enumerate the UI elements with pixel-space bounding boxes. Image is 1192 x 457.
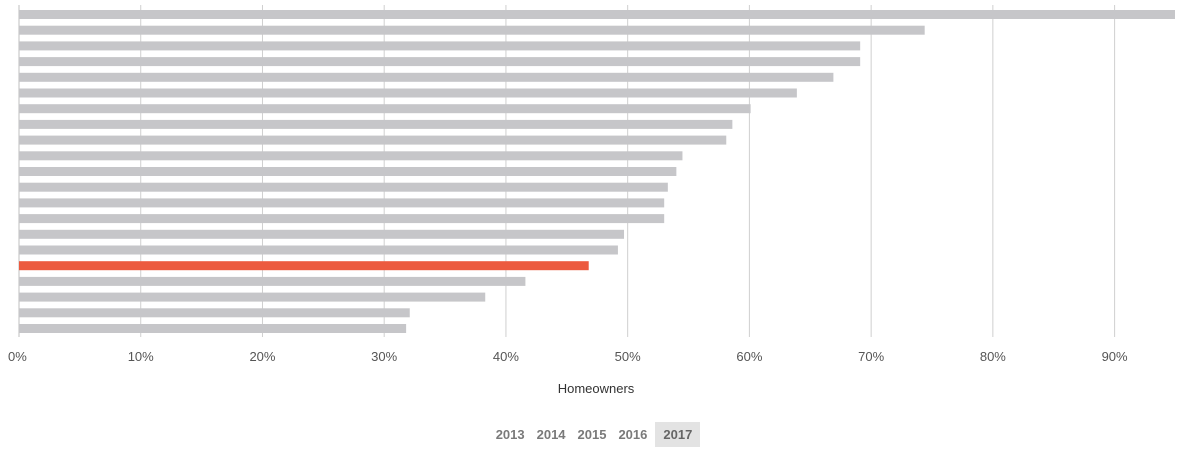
x-tick-label: 10% — [128, 349, 154, 364]
bar[interactable] — [19, 308, 410, 318]
bar[interactable] — [19, 198, 665, 208]
bar[interactable] — [19, 72, 834, 82]
bar[interactable] — [19, 135, 727, 145]
year-button-2013[interactable]: 2013 — [495, 427, 525, 442]
bar-highlighted[interactable] — [19, 261, 589, 271]
bar[interactable] — [19, 182, 668, 192]
bar[interactable] — [19, 167, 677, 176]
x-tick-label: 70% — [858, 349, 884, 364]
bar[interactable] — [19, 41, 861, 51]
x-tick-label: 50% — [615, 349, 641, 364]
year-button-2015[interactable]: 2015 — [577, 427, 607, 442]
bar[interactable] — [19, 214, 665, 224]
year-button-2017[interactable]: 2017 — [655, 422, 701, 447]
year-button-2014[interactable]: 2014 — [536, 427, 566, 442]
bar[interactable] — [19, 25, 925, 35]
bar[interactable] — [19, 276, 526, 286]
bar[interactable] — [19, 104, 751, 114]
x-axis-ticks: 0% 10% 20% 30% 40% 50% 60% 70% 80% 90% — [8, 349, 1128, 364]
x-tick-label: 30% — [371, 349, 397, 364]
bar[interactable] — [19, 119, 733, 129]
bar[interactable] — [19, 324, 407, 333]
bar[interactable] — [19, 88, 797, 98]
x-tick-label: 90% — [1102, 349, 1128, 364]
bars — [19, 10, 1175, 333]
bar[interactable] — [19, 151, 683, 161]
bar[interactable] — [19, 57, 861, 67]
x-tick-label: 80% — [980, 349, 1006, 364]
x-tick-label: 20% — [249, 349, 275, 364]
bar[interactable] — [19, 229, 625, 239]
bar[interactable] — [19, 245, 618, 255]
bar-chart: 0% 10% 20% 30% 40% 50% 60% 70% 80% 90% — [8, 5, 1175, 364]
x-axis-title: Homeowners — [557, 381, 635, 396]
x-tick-label: 40% — [493, 349, 519, 364]
year-button-2016[interactable]: 2016 — [618, 427, 648, 442]
x-tick-label: 60% — [736, 349, 762, 364]
x-tick-label: 0% — [8, 349, 27, 364]
bar[interactable] — [19, 292, 486, 302]
year-selector: 2013 2014 2015 2016 2017 — [0, 422, 1192, 447]
bar[interactable] — [19, 10, 1175, 19]
